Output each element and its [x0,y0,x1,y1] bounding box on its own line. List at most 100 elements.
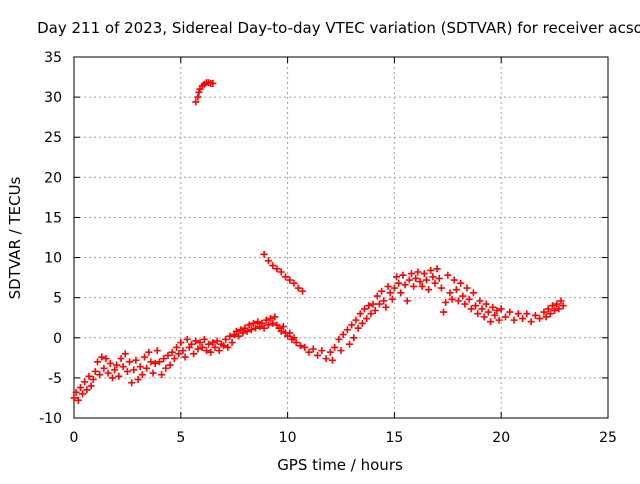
data-point-marker [360,305,368,313]
data-point-marker [76,384,84,392]
data-point-marker [484,308,492,316]
data-point-marker [96,371,104,379]
data-point-marker [510,316,518,324]
data-point-marker [433,265,441,273]
data-point-marker [258,319,266,327]
data-point-marker [425,286,433,294]
data-point-marker [100,364,108,372]
data-point-marker [187,340,195,348]
data-point-marker [264,321,272,329]
data-point-marker [192,337,200,345]
data-point-marker [209,79,217,87]
data-point-marker [273,265,281,273]
data-point-marker [234,332,242,340]
x-tick-label: 25 [599,430,617,446]
data-point-marker [469,289,477,297]
data-point-marker [527,318,535,326]
data-point-marker [429,273,437,281]
y-axis-label: SDTVAR / TECUs [6,176,24,299]
data-point-marker [393,273,401,281]
chart-title: Day 211 of 2023, Sidereal Day-to-day VTE… [37,19,640,37]
x-tick-label: 0 [70,430,79,446]
y-tick-label: 35 [44,50,62,66]
data-point-marker [143,364,151,372]
data-point-marker [459,292,467,300]
y-tick-label: 15 [44,210,62,226]
data-point-marker [519,315,527,323]
data-point-marker [200,335,208,343]
data-point-marker [476,297,484,305]
data-point-marker [454,297,462,305]
data-point-marker [452,286,460,294]
grid-layer [74,57,608,418]
data-point-marker [134,375,142,383]
data-point-marker [467,305,475,313]
data-point-marker [202,347,210,355]
y-tick-label: 5 [53,291,62,307]
data-point-marker [356,310,364,318]
data-point-marker [410,282,418,290]
data-point-marker [160,355,168,363]
data-point-marker [290,279,298,287]
data-point-marker [536,315,544,323]
data-point-marker [318,347,326,355]
data-point-marker [269,262,277,270]
data-point-marker [493,307,501,315]
data-point-marker [158,371,166,379]
data-point-marker [506,308,514,316]
data-point-marker [548,302,556,310]
data-point-marker [138,371,146,379]
data-point-marker [215,347,223,355]
data-point-marker [296,342,304,350]
data-point-marker [173,343,181,351]
data-point-marker [170,355,178,363]
data-point-marker [136,363,144,371]
data-point-marker [213,337,221,345]
data-point-marker [305,348,313,356]
data-point-marker [371,307,379,315]
data-point-marker [130,366,138,374]
data-point-marker [117,355,125,363]
data-point-marker [489,303,497,311]
data-point-marker [299,287,307,295]
data-point-marker [260,250,268,258]
data-point-marker [365,302,373,310]
data-point-marker [119,363,127,371]
series-arc-mid [260,250,307,295]
data-point-marker [277,268,285,276]
data-point-marker [309,345,317,353]
data-point-marker [286,329,294,337]
data-point-marker [337,347,345,355]
data-point-marker [181,353,189,361]
data-point-marker [153,347,161,355]
data-point-marker [145,348,153,356]
data-point-marker [102,355,110,363]
data-point-marker [326,348,334,356]
data-point-marker [247,326,255,334]
data-point-marker [416,278,424,286]
data-point-marker [405,276,413,284]
data-point-marker [79,390,87,398]
data-point-marker [87,382,95,390]
data-point-marker [175,350,183,358]
data-point-marker [551,307,559,315]
data-point-marker [164,351,172,359]
data-point-marker [111,366,119,374]
data-point-marker [448,295,456,303]
data-point-marker [123,367,131,375]
data-point-marker [440,308,448,316]
data-layer [70,79,567,404]
data-point-marker [480,313,488,321]
data-point-marker [491,311,499,319]
y-tick-label: 10 [44,251,62,267]
data-point-marker [155,358,163,366]
data-point-marker [328,356,336,364]
data-point-marker [523,310,531,318]
data-point-marker [412,274,420,282]
data-point-marker [407,270,415,278]
data-point-marker [465,295,473,303]
data-point-marker [348,321,356,329]
data-point-marker [531,311,539,319]
data-point-marker [232,327,240,335]
data-point-marker [108,374,116,382]
